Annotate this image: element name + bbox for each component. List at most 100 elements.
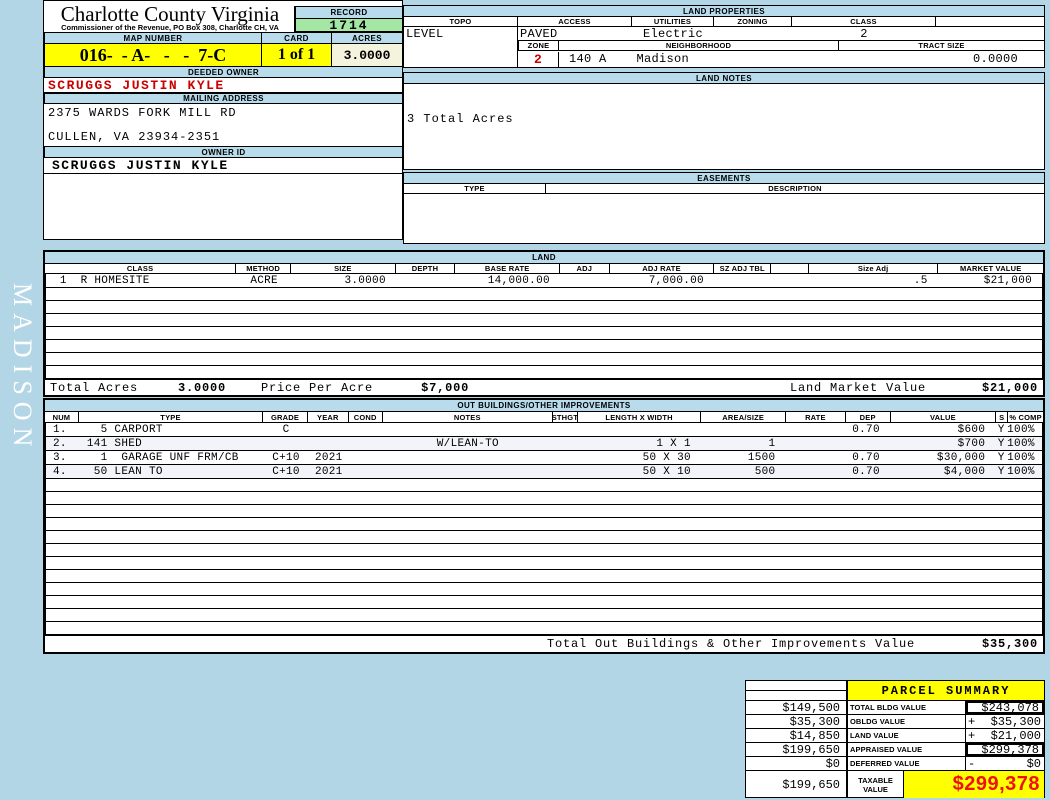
summary-left-value: $199,650: [746, 743, 848, 757]
table-row: 1 R HOMESITE ACRE 3.0000 14,000.00 7,000.00.…: [45, 274, 1043, 288]
out-buildings-header: NUM TYPE GRADE YEAR COND NOTES STHGT LENGTH X W…: [45, 412, 1043, 423]
table-cell: 7,000.00: [648, 274, 704, 287]
summary-value-cell: + $21,000: [966, 728, 1044, 743]
empty-row: [45, 557, 1043, 570]
table-cell: 1 X 1: [656, 437, 691, 450]
land-notes-box: 3 Total Acres: [403, 84, 1045, 170]
parcel-summary: PARCEL SUMMARY $149,500 TOTAL BLDG VALUE $…: [745, 680, 1045, 798]
column-header: GRADE: [263, 412, 308, 422]
empty-row: [45, 583, 1043, 596]
summary-left-value: $149,500: [746, 701, 848, 715]
easement-description-label: DESCRIPTION: [768, 184, 822, 193]
table-cell: Y: [997, 437, 1005, 450]
table-cell: 5 CARPORT: [86, 423, 163, 436]
deeded-owner-value: SCRUGGS JUSTIN KYLE: [44, 78, 403, 93]
land-section-title: LAND: [45, 252, 1043, 264]
empty-row: [45, 340, 1043, 353]
taxable-value: $299,378: [904, 771, 1044, 798]
map-number-value: 016- - A- - - 7-C: [44, 43, 262, 67]
land-properties-block: LAND PROPERTIES TOPO ACCESS UTILITIES ZO…: [403, 5, 1045, 244]
zoning-value: [714, 27, 792, 40]
commissioner-line: Commissioner of the Revenue, PO Box 308,…: [61, 23, 279, 32]
summary-value-cell: + $35,300: [966, 714, 1044, 729]
column-header: BASE RATE: [455, 264, 560, 273]
column-header: ADJ RATE: [610, 264, 715, 273]
empty-row: [45, 544, 1043, 557]
column-header: TYPE: [79, 412, 264, 422]
table-row: 4. 50 LEAN TO C+10 2021 50 X 10 500 0.70 $4,00…: [45, 465, 1043, 479]
owner-id-label: OWNER ID: [44, 146, 403, 158]
county-title: Charlotte County Virginia: [60, 2, 280, 26]
zone-value: 2: [518, 51, 559, 67]
table-cell: 3.: [53, 451, 67, 464]
land-table-header: CLASS METHOD SIZE DEPTH BASE RATE ADJ ADJ RATE…: [45, 264, 1043, 274]
empty-row: [45, 288, 1043, 301]
table-cell: 3.0000: [344, 274, 386, 287]
topo-value: LEVEL: [404, 27, 518, 40]
table-cell: 1: [768, 437, 776, 450]
column-header: CLASS: [45, 264, 237, 273]
neighborhood-code: 140 A: [569, 52, 607, 66]
column-header: AREA/SIZE: [701, 412, 787, 422]
table-cell: Y: [997, 451, 1005, 464]
empty-row: [45, 479, 1043, 492]
summary-blank-cell: [746, 681, 848, 700]
out-buildings-total-row: Total Out Buildings & Other Improvements…: [45, 635, 1043, 652]
empty-row: [45, 327, 1043, 340]
summary-row: $35,300 OBLDG VALUE + $35,300: [746, 715, 1044, 729]
table-cell: 0.70: [852, 423, 880, 436]
district-sidebar: MADISON: [0, 0, 43, 800]
out-buildings-total-label: Total Out Buildings & Other Improvements…: [547, 637, 916, 651]
summary-label: OBLDG VALUE: [848, 715, 966, 728]
table-cell: 500: [754, 465, 776, 478]
land-section: LAND CLASS METHOD SIZE DEPTH BASE RATE ADJ ADJ…: [43, 250, 1045, 397]
summary-value: $0: [1026, 756, 1041, 771]
table-cell: .5: [913, 274, 928, 287]
acres-value: 3.0000: [331, 43, 403, 67]
table-cell: 100%: [1007, 423, 1035, 436]
table-cell: W/LEAN-TO: [436, 437, 499, 450]
table-cell: $600: [957, 423, 986, 436]
price-per-acre-label: Price Per Acre: [261, 380, 374, 395]
summary-value-cell: $299,378: [966, 743, 1044, 757]
column-header: YEAR: [308, 412, 349, 422]
table-cell: 100%: [1007, 451, 1035, 464]
summary-left-value: $0: [746, 757, 848, 771]
table-cell: $4,000: [943, 465, 986, 478]
summary-value-cell: $243,078: [966, 700, 1044, 715]
out-buildings-rows: 1. 5 CARPORT C 0.70 $600 Y 100% 2. 141 SHED W/LE…: [45, 423, 1043, 635]
tract-size-value: 0.0000: [972, 52, 1018, 66]
summary-value: $243,078: [981, 700, 1039, 715]
column-header: LENGTH X WIDTH: [578, 412, 702, 422]
parcel-summary-title: PARCEL SUMMARY: [848, 681, 1044, 700]
class-value: 2: [860, 27, 868, 40]
topo-label: TOPO: [404, 17, 518, 26]
parcel-summary-rows: $149,500 TOTAL BLDG VALUE $243,078 $35,300 O…: [746, 701, 1044, 771]
empty-row: [45, 314, 1043, 327]
zoning-label: ZONING: [714, 17, 792, 26]
table-cell: 50 X 10: [642, 465, 691, 478]
empty-row: [45, 505, 1043, 518]
summary-label: TOTAL BLDG VALUE: [848, 701, 966, 714]
table-cell: 2.: [53, 437, 67, 450]
column-header: DEP: [846, 412, 891, 422]
land-properties-title: LAND PROPERTIES: [403, 5, 1045, 17]
summary-row: $14,850 LAND VALUE + $21,000: [746, 729, 1044, 743]
summary-value: $21,000: [990, 728, 1041, 743]
column-header: COND: [349, 412, 383, 422]
column-header: RATE: [786, 412, 846, 422]
neighborhood-label: NEIGHBORHOOD: [559, 40, 839, 51]
empty-row: [45, 570, 1043, 583]
table-cell: 0.70: [852, 465, 880, 478]
land-market-value-label: Land Market Value: [789, 380, 926, 395]
column-header: NOTES: [383, 412, 553, 422]
empty-row: [45, 366, 1043, 379]
out-buildings-section: OUT BUILDINGS/OTHER IMPROVEMENTS NUM TYPE…: [43, 398, 1045, 654]
summary-sign: +: [968, 714, 976, 729]
utilities-label: UTILITIES: [632, 17, 714, 26]
out-buildings-total-value: $35,300: [981, 637, 1038, 651]
neighborhood-value: 140 A Madison: [559, 52, 839, 66]
table-cell: Y: [997, 465, 1005, 478]
easements-box: [403, 194, 1045, 244]
table-cell: 100%: [1007, 465, 1035, 478]
